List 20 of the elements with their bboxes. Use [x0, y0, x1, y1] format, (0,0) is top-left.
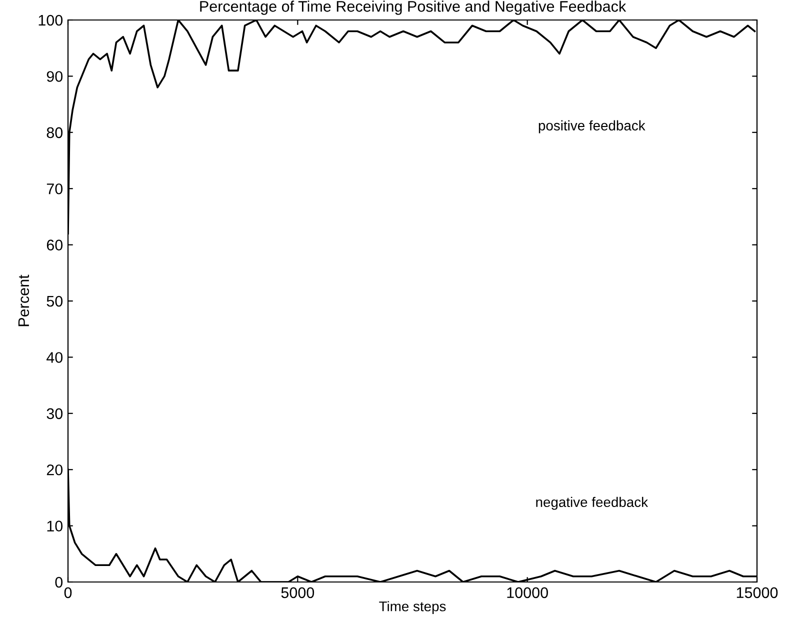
y-axis-title: Percent: [18, 274, 30, 326]
y-tick-label: 60: [46, 240, 63, 250]
y-tick-label: 20: [46, 464, 63, 476]
x-tick-label: 10000: [507, 587, 548, 598]
y-tick-label: 100: [38, 14, 63, 26]
y-tick-label: 30: [46, 408, 63, 420]
annotation: negative feedback: [536, 496, 648, 510]
x-axis-title: Time steps: [379, 601, 446, 614]
x-tick-label: 15000: [736, 587, 778, 598]
y-tick-label: 70: [46, 183, 63, 194]
y-tick-label: 50: [46, 296, 63, 307]
annotation: positive feedback: [538, 120, 646, 134]
chart-title: Percentage of Time Receiving Positive and Negative Feedback: [200, 0, 626, 15]
x-tick-label: 5000: [281, 587, 314, 598]
y-tick-label: 90: [46, 71, 63, 82]
y-tick-label: 10: [47, 520, 63, 532]
x-tick-label: 0: [64, 587, 72, 598]
y-tick-label: 0: [55, 576, 63, 588]
y-tick-label: 80: [46, 127, 63, 138]
y-tick-label: 40: [46, 352, 63, 363]
